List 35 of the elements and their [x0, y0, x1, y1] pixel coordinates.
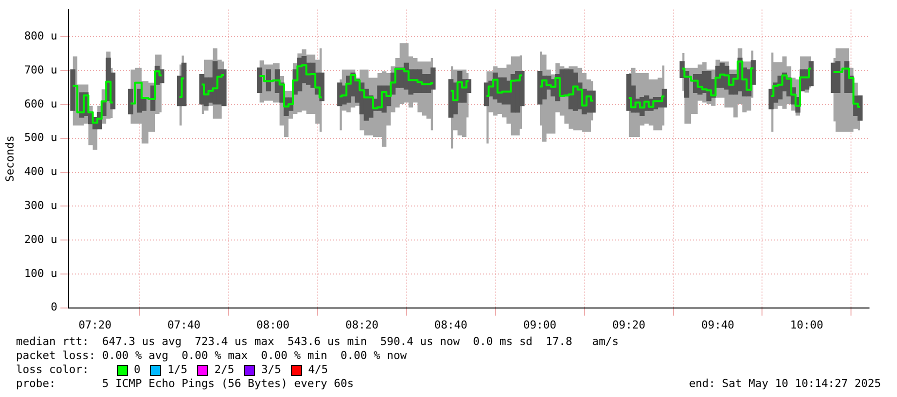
text: 2/5	[214, 363, 234, 377]
y-tick-label: 500 u	[24, 131, 58, 144]
x-tick-label: 10:00	[790, 318, 824, 332]
text: packet loss: 0.00 % avg 0.00 % max 0.00 % min 0.00 % now	[16, 349, 408, 363]
text: loss color:	[16, 363, 89, 377]
x-tick-label: 09:40	[701, 318, 734, 332]
text: 0	[134, 363, 140, 377]
x-tick-label: 09:20	[612, 318, 646, 332]
text: median rtt: 647.3 us avg 723.4 us max 543.6 us min 590.4 us now 0.0 ms sd 17.8 am/s	[16, 335, 620, 349]
text: probe: 5 ICMP Echo Pings (56 Bytes) every 60s	[16, 377, 354, 391]
bar	[266, 69, 272, 92]
bar	[70, 69, 76, 111]
x-tick-label: 08:40	[434, 318, 468, 332]
y-tick-label: 700 u	[24, 63, 58, 76]
y-tick-label: 200 u	[24, 232, 58, 246]
bar	[835, 61, 840, 93]
y-tick-label: 0	[50, 300, 58, 314]
y-tick-label: 300 u	[24, 199, 58, 212]
x-tick-label: 07:20	[78, 318, 112, 332]
x-tick-label: 08:20	[345, 318, 378, 332]
x-tick-label: 08:00	[256, 318, 290, 332]
bar	[128, 88, 134, 114]
bar	[257, 68, 262, 93]
text: 4/5	[308, 363, 328, 377]
y-tick-label: 600 u	[24, 97, 58, 110]
text: 1/5	[167, 363, 188, 377]
y-axis-title: Seconds	[3, 136, 16, 182]
bar	[221, 69, 227, 106]
y-tick-label: 400 u	[24, 165, 58, 178]
text: 3/5	[261, 363, 282, 377]
x-tick-label: 07:40	[167, 318, 201, 332]
text: end: Sat May 10 10:14:27 2025	[688, 377, 881, 391]
y-tick-label: 800 u	[24, 30, 58, 43]
y-tick-label: 100 u	[24, 266, 58, 280]
x-tick-label: 09:00	[523, 318, 556, 332]
